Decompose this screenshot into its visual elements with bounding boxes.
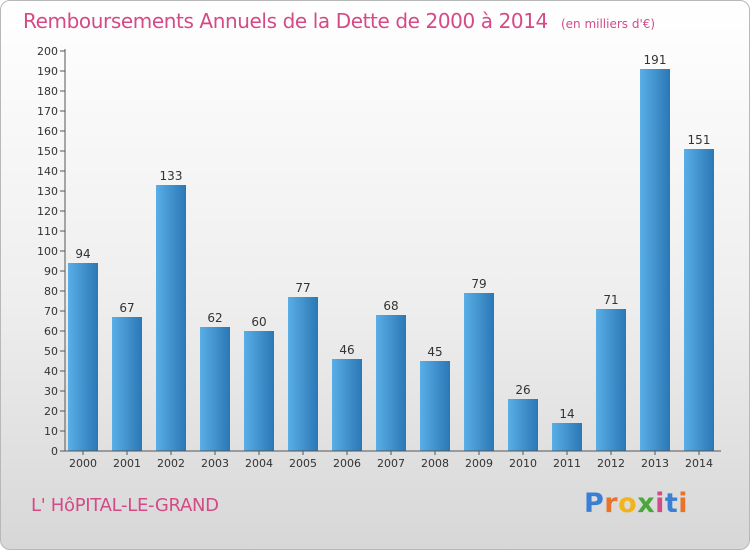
- data-label-2002: 133: [160, 169, 183, 183]
- logo-letter: o: [618, 488, 638, 519]
- bar-2012: [596, 309, 626, 451]
- x-tick-label-2006: 2006: [333, 457, 361, 470]
- x-tick-label-2001: 2001: [113, 457, 141, 470]
- y-tick-label: 200: [37, 45, 58, 58]
- chart-title: Remboursements Annuels de la Dette de 20…: [23, 9, 548, 33]
- bar-2000: [68, 263, 98, 451]
- data-label-2003: 62: [207, 311, 222, 325]
- y-tick-label: 130: [37, 185, 58, 198]
- bar-2004: [244, 331, 274, 451]
- y-tick-label: 110: [37, 225, 58, 238]
- data-label-2000: 94: [75, 247, 90, 261]
- y-axis: 0 10 20 30 40 50 60 70 80 90 100 110 120 130 140 150 160…: [37, 45, 66, 458]
- x-tick-label-2008: 2008: [421, 457, 449, 470]
- y-tick-label: 180: [37, 85, 58, 98]
- data-label-2004: 60: [251, 315, 266, 329]
- y-tick-label: 60: [44, 325, 58, 338]
- y-tick-label: 50: [44, 345, 58, 358]
- y-tick-label: 10: [44, 425, 58, 438]
- bar-2006: [332, 359, 362, 451]
- y-tick-label: 170: [37, 105, 58, 118]
- bar-2009: [464, 293, 494, 451]
- data-label-2006: 46: [339, 343, 354, 357]
- y-tick-label: 0: [51, 445, 58, 458]
- y-tick-label: 150: [37, 145, 58, 158]
- x-tick-label-2004: 2004: [245, 457, 273, 470]
- logo-letter: i: [678, 488, 689, 519]
- proxiti-logo: Proxiti: [584, 488, 688, 519]
- data-label-2014: 151: [688, 133, 711, 147]
- data-label-2005: 77: [295, 281, 310, 295]
- logo-letter: P: [584, 488, 605, 519]
- y-tick-label: 30: [44, 385, 58, 398]
- data-label-2012: 71: [603, 293, 618, 307]
- x-tick-label-2005: 2005: [289, 457, 317, 470]
- bar-2014: [684, 149, 714, 451]
- y-tick-label: 120: [37, 205, 58, 218]
- data-label-2010: 26: [515, 383, 530, 397]
- y-tick-label: 40: [44, 365, 58, 378]
- x-tick-label-2012: 2012: [597, 457, 625, 470]
- logo-letter: r: [604, 488, 619, 519]
- chart-subtitle: (en milliers d'€): [560, 17, 656, 31]
- bar-2002: [156, 185, 186, 451]
- data-label-2008: 45: [427, 345, 442, 359]
- data-label-2007: 68: [383, 299, 398, 313]
- x-axis: 2000 2001 2002 2003 2004 2005 2006 2007 2008 2009…: [65, 450, 721, 470]
- y-tick-label: 70: [44, 305, 58, 318]
- title-row: Remboursements Annuels de la Dette de 20…: [23, 9, 655, 33]
- bar-2007: [376, 315, 406, 451]
- bar-2011: [552, 423, 582, 451]
- x-tick-label-2014: 2014: [685, 457, 713, 470]
- y-tick-label: 90: [44, 265, 58, 278]
- data-label-2009: 79: [471, 277, 486, 291]
- logo-letter: i: [655, 488, 665, 519]
- y-tick-label: 100: [37, 245, 58, 258]
- bar-2010: [508, 399, 538, 451]
- x-tick-label-2002: 2002: [157, 457, 185, 470]
- data-label-2001: 67: [119, 301, 134, 315]
- y-tick-label: 20: [44, 405, 58, 418]
- x-tick-label-2003: 2003: [201, 457, 229, 470]
- commune-name: L' HôPITAL-LE-GRAND: [31, 495, 219, 516]
- y-tick-label: 140: [37, 165, 58, 178]
- x-tick-label-2011: 2011: [553, 457, 581, 470]
- bar-2003: [200, 327, 230, 451]
- logo-letter: x: [637, 488, 656, 519]
- x-tick-label-2010: 2010: [509, 457, 537, 470]
- bars-group: 94 67 133 62 60 77 46 68 45 79 26 14 71 191 151: [68, 53, 714, 451]
- x-tick-label-2007: 2007: [377, 457, 405, 470]
- y-tick-label: 80: [44, 285, 58, 298]
- bar-2013: [640, 69, 670, 451]
- bar-2005: [288, 297, 318, 451]
- bar-2001: [112, 317, 142, 451]
- x-tick-label-2013: 2013: [641, 457, 669, 470]
- data-label-2011: 14: [559, 407, 574, 421]
- y-tick-label: 160: [37, 125, 58, 138]
- y-tick-label: 190: [37, 65, 58, 78]
- x-tick-label-2000: 2000: [69, 457, 97, 470]
- data-label-2013: 191: [644, 53, 667, 67]
- logo-letter: t: [664, 488, 679, 519]
- bar-2008: [420, 361, 450, 451]
- x-tick-label-2009: 2009: [465, 457, 493, 470]
